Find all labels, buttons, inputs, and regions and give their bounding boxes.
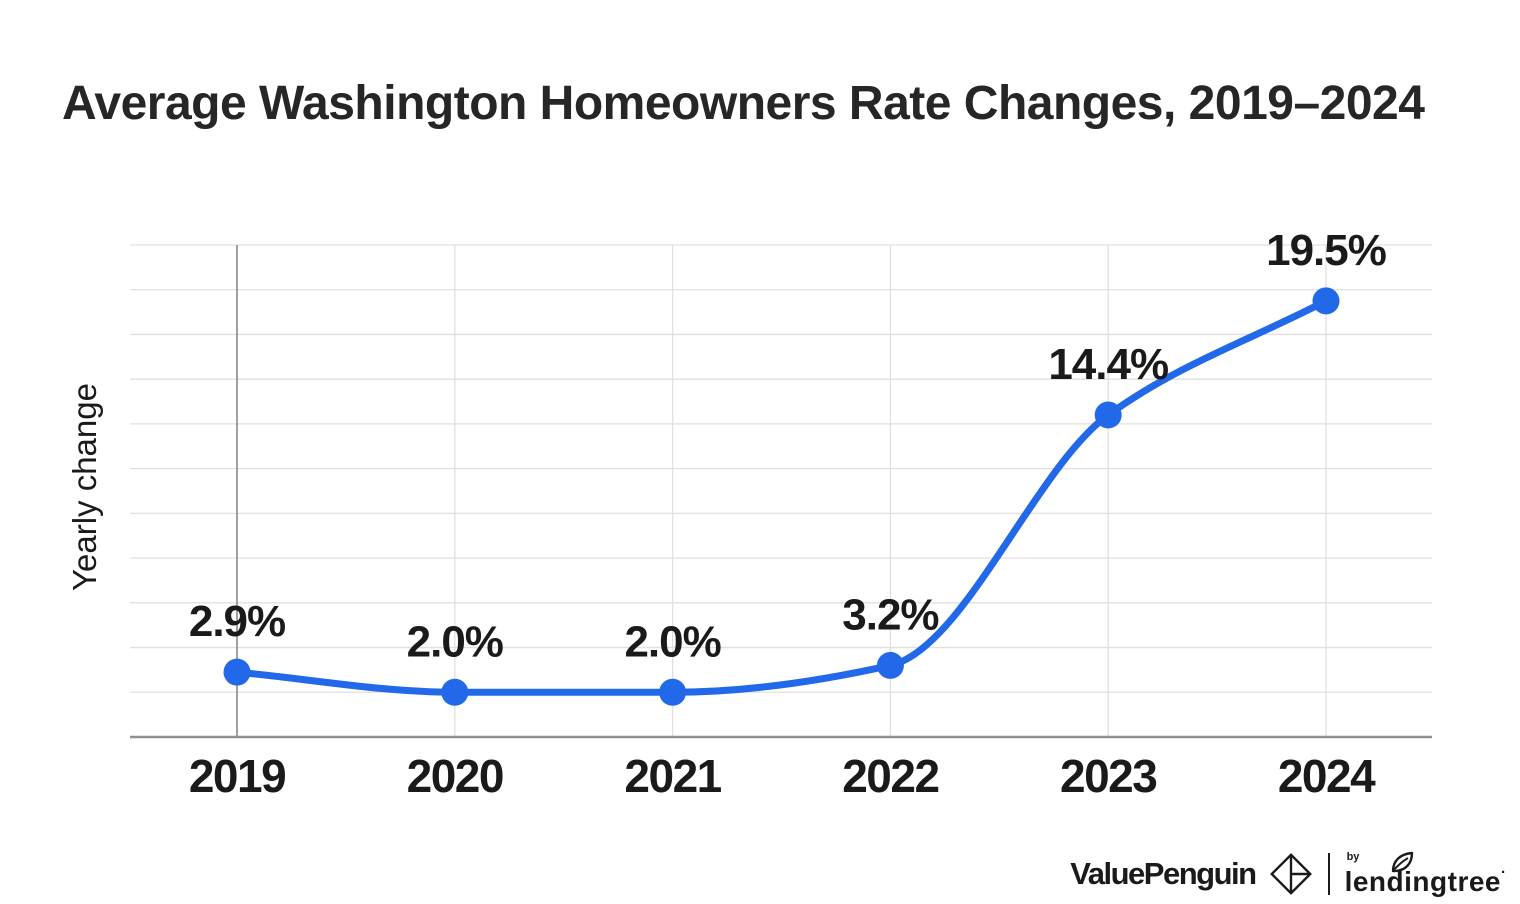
y-axis-label: Yearly change: [66, 383, 103, 591]
trademark-dot: ·: [1501, 864, 1506, 881]
valuepenguin-logo-text: ValuePenguin: [1070, 856, 1257, 891]
data-point: [659, 678, 687, 706]
chart-title: Average Washington Homeowners Rate Chang…: [62, 77, 1425, 130]
x-tick-label: 2021: [624, 750, 721, 802]
x-tick-label: 2024: [1278, 750, 1376, 802]
x-tick-label: 2022: [842, 750, 938, 802]
x-tick-label: 2020: [407, 750, 503, 802]
series-line: [233, 297, 1330, 696]
grid-layer: [130, 244, 1432, 739]
x-tick-label: 2023: [1060, 750, 1156, 802]
footer-divider: [1327, 853, 1330, 895]
data-point: [876, 651, 904, 679]
leaf-icon: [1391, 851, 1413, 873]
lendingtree-logo-text: lendingtree: [1344, 866, 1501, 897]
valuepenguin-diamond-icon: [1269, 853, 1312, 895]
data-point: [1312, 287, 1340, 315]
label-layer: 2.9% 2.0% 2.0% 3.2% 14.4% 19.5% 2019 2020 2021 20…: [189, 226, 1387, 802]
lendingtree-logo: by lendingtree·: [1345, 852, 1506, 896]
data-point: [441, 678, 469, 706]
data-point-label: 2.0%: [624, 617, 720, 666]
data-point-label: 19.5%: [1266, 226, 1386, 275]
data-point-label: 14.4%: [1048, 340, 1168, 389]
lendingtree-logo-text-wrap: lendingtree·: [1344, 851, 1506, 897]
by-label: by: [1346, 851, 1360, 863]
data-point: [1094, 401, 1122, 429]
data-point-label: 3.2%: [842, 590, 938, 639]
x-tick-label: 2019: [189, 750, 285, 802]
series-layer: [223, 287, 1340, 706]
data-point-label: 2.9%: [189, 597, 285, 646]
data-point-label: 2.0%: [407, 617, 503, 666]
footer-branding: ValuePenguin by lendingtree·: [1070, 848, 1506, 900]
data-point: [223, 658, 251, 686]
